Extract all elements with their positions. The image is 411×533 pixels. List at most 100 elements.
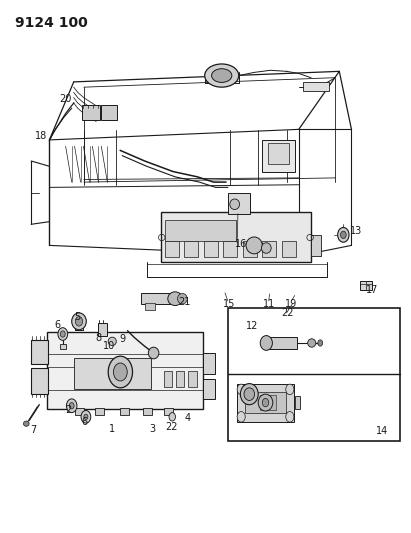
Bar [145,303,155,310]
Ellipse shape [246,237,262,254]
Ellipse shape [212,69,232,83]
Bar [98,323,106,336]
Bar [243,241,256,257]
Text: 15: 15 [223,300,235,310]
Ellipse shape [237,411,245,422]
Bar [266,337,297,349]
Bar [164,408,173,415]
Bar [237,384,294,422]
Text: 12: 12 [246,320,259,330]
Text: 4: 4 [184,414,190,423]
Text: 6: 6 [82,417,88,427]
Bar [82,105,100,120]
Text: 22: 22 [281,308,293,318]
Bar [161,212,311,262]
Ellipse shape [168,292,182,305]
Ellipse shape [108,337,116,345]
Ellipse shape [237,384,245,394]
Ellipse shape [261,243,271,253]
Ellipse shape [108,356,132,388]
Bar [203,353,215,374]
Text: 13: 13 [350,226,363,236]
Bar [262,241,276,257]
Ellipse shape [72,313,86,330]
Ellipse shape [84,414,88,419]
Ellipse shape [308,339,316,347]
Ellipse shape [69,402,74,409]
Ellipse shape [148,347,159,359]
Ellipse shape [230,199,240,209]
Text: 14: 14 [376,426,388,436]
Bar [101,105,117,120]
Bar [47,333,203,409]
Text: 8: 8 [95,333,101,343]
Bar [311,235,321,256]
Text: 22: 22 [165,422,177,432]
Ellipse shape [258,394,273,411]
Ellipse shape [67,399,77,413]
Text: 16: 16 [235,239,247,249]
Text: 19: 19 [285,300,298,310]
Ellipse shape [262,398,269,407]
Bar [95,408,104,415]
Bar [165,241,179,257]
Bar [360,281,372,290]
Ellipse shape [60,331,65,337]
Text: 6: 6 [54,319,60,329]
Bar [223,241,237,257]
Ellipse shape [340,231,346,239]
Text: 3: 3 [150,424,156,434]
Bar [176,371,185,387]
Ellipse shape [260,336,272,350]
Bar [228,192,250,214]
Bar [295,395,300,409]
Bar [74,358,151,389]
Text: 18: 18 [35,131,47,141]
Bar [120,408,129,415]
Ellipse shape [318,340,323,346]
Bar [60,343,66,349]
Ellipse shape [58,328,68,341]
Bar [268,142,289,164]
Bar [75,408,84,415]
Ellipse shape [338,228,349,242]
Bar [165,220,236,241]
Bar [228,308,400,441]
Text: 9124 100: 9124 100 [15,16,88,30]
Ellipse shape [113,363,127,381]
Bar [141,293,171,304]
Bar [282,241,296,257]
Text: 20: 20 [60,94,72,104]
Ellipse shape [286,411,294,422]
Text: 7: 7 [30,425,36,435]
Text: 10: 10 [103,341,115,351]
Text: 11: 11 [263,300,275,310]
Text: 9: 9 [119,334,125,344]
Text: 2: 2 [65,405,72,415]
Bar [203,379,215,399]
Ellipse shape [240,384,258,405]
Ellipse shape [75,317,83,326]
Bar [189,371,196,387]
Bar [31,340,48,364]
Bar [185,241,198,257]
Bar [164,371,172,387]
Text: 5: 5 [75,312,81,321]
Text: 1: 1 [109,424,115,434]
Ellipse shape [286,384,294,394]
Ellipse shape [205,64,239,87]
Text: 21: 21 [178,297,190,308]
Ellipse shape [244,388,254,400]
Ellipse shape [23,421,29,426]
Text: 17: 17 [366,285,379,295]
Bar [245,392,286,413]
Ellipse shape [178,293,187,304]
Bar [143,408,152,415]
Bar [303,82,329,91]
Bar [31,368,48,394]
Bar [260,395,276,410]
Ellipse shape [81,410,91,423]
Bar [204,241,218,257]
Ellipse shape [169,413,175,421]
Bar [262,140,295,172]
